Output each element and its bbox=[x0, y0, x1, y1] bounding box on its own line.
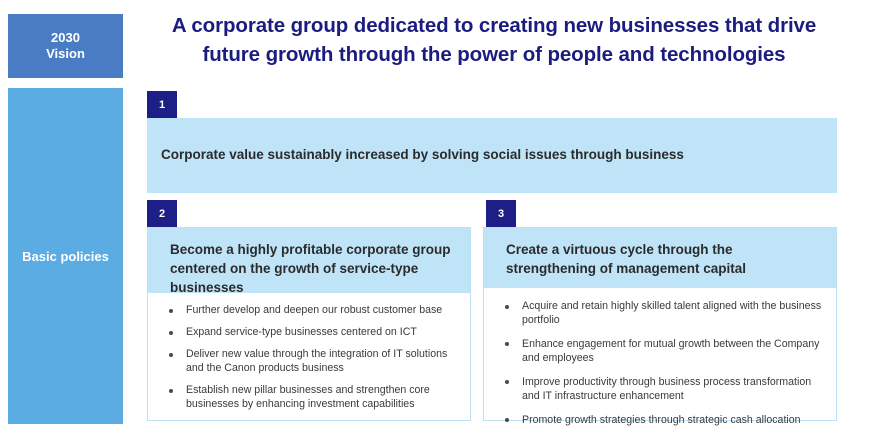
list-item: Deliver new value through the integratio… bbox=[158, 348, 458, 376]
policy-box-3-heading: Create a virtuous cycle through the stre… bbox=[484, 228, 836, 288]
vision-label-box: 2030 Vision bbox=[8, 14, 123, 78]
policy-box-2-heading: Become a highly profitable corporate gro… bbox=[148, 228, 470, 295]
list-item: Promote growth strategies through strate… bbox=[494, 414, 824, 428]
vision-word: Vision bbox=[46, 46, 85, 61]
badge-number-2: 2 bbox=[147, 200, 177, 227]
basic-policies-label: Basic policies bbox=[22, 248, 109, 264]
policy-box-3-bullet-list: Acquire and retain highly skilled talent… bbox=[494, 300, 824, 428]
badge-number-1: 1 bbox=[147, 91, 177, 118]
list-item: Establish new pillar businesses and stre… bbox=[158, 384, 458, 412]
policy-box-3-body: Acquire and retain highly skilled talent… bbox=[484, 288, 836, 446]
basic-policies-label-box: Basic policies bbox=[8, 88, 123, 424]
page-title-line-1: A corporate group dedicated to creating … bbox=[171, 14, 817, 37]
list-item: Enhance engagement for mutual growth bet… bbox=[494, 338, 824, 366]
badge-number-3: 3 bbox=[486, 200, 516, 227]
policy-box-2-body: Further develop and deepen our robust cu… bbox=[148, 293, 470, 420]
policy-box-3: Create a virtuous cycle through the stre… bbox=[483, 227, 837, 426]
vision-year: 2030 bbox=[51, 29, 80, 45]
policy-box-2: Become a highly profitable corporate gro… bbox=[147, 227, 471, 421]
list-item: Further develop and deepen our robust cu… bbox=[158, 304, 458, 318]
policy-box-1-heading: Corporate value sustainably increased by… bbox=[161, 147, 684, 163]
list-item: Improve productivity through business pr… bbox=[494, 376, 824, 404]
list-item: Acquire and retain highly skilled talent… bbox=[494, 300, 824, 328]
policy-box-2-bullet-list: Further develop and deepen our robust cu… bbox=[158, 304, 458, 412]
page-title-line-2: future growth through the power of peopl… bbox=[202, 43, 786, 67]
page-title: A corporate group dedicated to creating … bbox=[134, 11, 854, 69]
policy-box-1: Corporate value sustainably increased by… bbox=[147, 118, 837, 193]
list-item: Expand service-type businesses centered … bbox=[158, 326, 458, 340]
